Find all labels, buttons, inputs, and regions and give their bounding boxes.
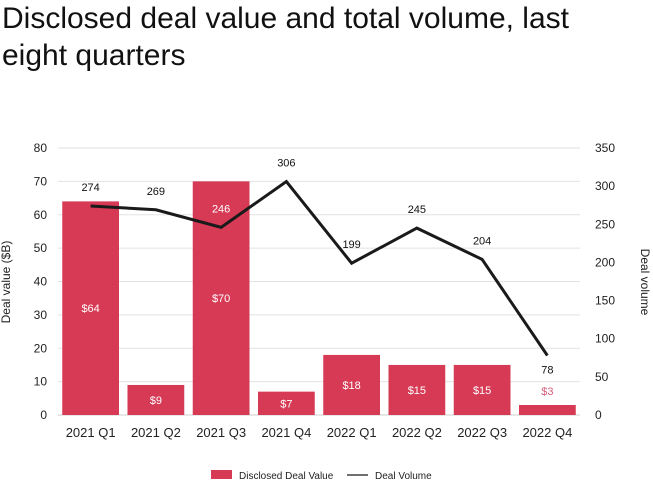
line-data-label: 246: [212, 203, 230, 215]
chart-title: Disclosed deal value and total volume, l…: [2, 2, 569, 72]
bar-data-label: $70: [212, 293, 230, 305]
category-label: 2021 Q3: [196, 425, 246, 440]
left-tick-label: 70: [34, 174, 48, 188]
bar: [323, 354, 381, 415]
left-tick-label: 10: [34, 375, 48, 389]
bar-data-label: $3: [541, 386, 553, 398]
category-label: 2022 Q4: [522, 425, 572, 440]
bar-data-label: $18: [342, 380, 360, 392]
right-tick-label: 0: [595, 408, 602, 422]
line-data-label: 78: [541, 364, 553, 376]
left-axis-ticks: 0 10 20 30 40 50 60 70 80: [34, 141, 48, 422]
right-axis-ticks: 0 50 100 150 200 250 300 350: [595, 141, 615, 422]
bar: [192, 181, 250, 415]
line-data-label: 269: [147, 186, 165, 198]
category-label: 2022 Q2: [392, 425, 442, 440]
gridlines: [58, 147, 580, 416]
left-tick-label: 50: [34, 241, 48, 255]
bar: [453, 364, 511, 415]
category-label: 2021 Q4: [261, 425, 311, 440]
right-tick-label: 50: [595, 370, 609, 384]
category-axis: 2021 Q1 2021 Q2 2021 Q3 2021 Q4 2022 Q1 2022 …: [66, 425, 573, 440]
category-label: 2021 Q1: [66, 425, 116, 440]
right-axis-label: Deal volume: [638, 249, 652, 316]
line-data-label: 274: [81, 182, 99, 194]
right-tick-label: 100: [595, 332, 615, 346]
right-tick-label: 250: [595, 217, 615, 231]
bar-data-label: $7: [280, 398, 292, 410]
bar: [388, 364, 446, 415]
bar-data-label: $9: [150, 395, 162, 407]
right-tick-label: 200: [595, 255, 615, 269]
left-axis-label: Deal value ($B): [0, 241, 13, 324]
bar-data-label: $15: [408, 385, 426, 397]
left-tick-label: 80: [34, 141, 48, 155]
line-data-label: 199: [342, 239, 360, 251]
left-tick-label: 40: [34, 275, 48, 289]
bar: [62, 201, 120, 415]
left-tick-label: 60: [34, 208, 48, 222]
left-tick-label: 0: [40, 408, 47, 422]
deal-volume-line: [90, 179, 549, 357]
bar: [518, 404, 576, 415]
legend: Disclosed Deal Value Deal Volume: [211, 470, 432, 482]
legend-bar-label: Disclosed Deal Value: [239, 471, 334, 482]
category-label: 2022 Q3: [457, 425, 507, 440]
legend-bar-swatch: [211, 470, 232, 479]
bar: [257, 391, 315, 415]
bar-data-label: $64: [81, 303, 99, 315]
bar-series: $64 $9 $70 $7 $18 $15 $15 $3: [62, 181, 576, 415]
category-label: 2022 Q1: [327, 425, 377, 440]
left-tick-label: 20: [34, 341, 48, 355]
bar: [127, 384, 185, 415]
line-data-label: 204: [473, 235, 491, 247]
right-tick-label: 350: [595, 141, 615, 155]
bar-data-label: $15: [473, 385, 491, 397]
line-data-label: 245: [408, 204, 426, 216]
left-tick-label: 30: [34, 308, 48, 322]
right-tick-label: 150: [595, 294, 615, 308]
line-data-label: 306: [277, 158, 295, 170]
line-series: 274 269 246 306 199 245 204 78: [81, 158, 553, 377]
right-tick-label: 300: [595, 179, 615, 193]
legend-line-label: Deal Volume: [375, 471, 432, 482]
category-label: 2021 Q2: [131, 425, 181, 440]
